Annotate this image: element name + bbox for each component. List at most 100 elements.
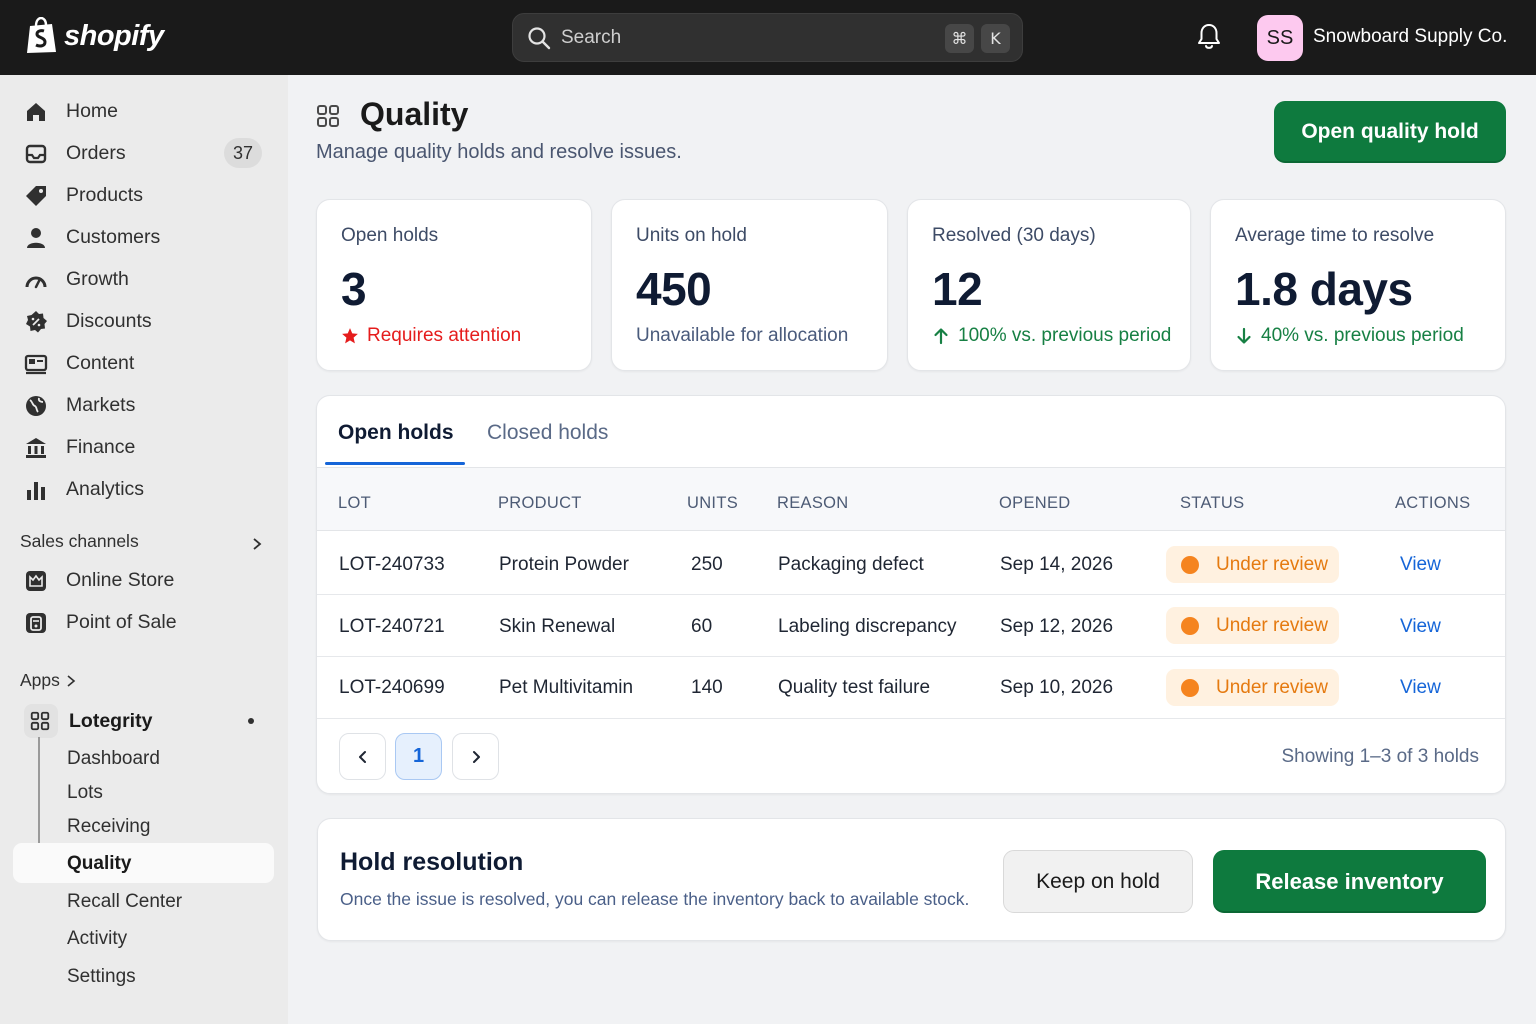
sidebar-item-orders[interactable]: Orders 37 <box>14 133 274 173</box>
release-inventory-button[interactable]: Release inventory <box>1213 850 1486 913</box>
chevron-right-icon[interactable] <box>251 537 263 551</box>
cell-units: 60 <box>691 616 713 637</box>
sidebar-app-lotegrity[interactable]: Lotegrity <box>14 701 274 741</box>
top-bar: shopify ⌘ K SS Snowboard Supply Co. <box>0 0 1536 75</box>
page-number-button[interactable]: 1 <box>395 733 442 780</box>
content-icon <box>24 354 48 375</box>
sidebar-item-label: Finance <box>66 435 136 458</box>
sidebar-item-label: Products <box>66 183 143 206</box>
sidebar-item-label: Online Store <box>66 568 175 591</box>
sales-channels-heading[interactable]: Sales channels <box>20 531 139 551</box>
column-header-actions[interactable]: ACTIONS <box>1395 494 1471 512</box>
view-link[interactable]: View <box>1400 554 1441 575</box>
sidebar-item-point-of-sale[interactable]: Point of Sale <box>14 602 274 642</box>
chevron-right-icon[interactable] <box>66 675 76 687</box>
row-divider <box>317 656 1505 657</box>
next-page-button[interactable] <box>452 733 499 780</box>
tab-closed-holds[interactable]: Closed holds <box>487 421 609 444</box>
shortcut-k-key: K <box>981 24 1010 53</box>
app-icon-tile <box>24 704 58 738</box>
arrow-up-icon <box>934 328 948 345</box>
sidebar-item-growth[interactable]: Growth <box>14 259 274 299</box>
sidebar-item-label: Content <box>66 351 135 374</box>
bank-icon <box>26 438 46 458</box>
open-quality-hold-button[interactable]: Open quality hold <box>1274 101 1506 163</box>
subitem-lots[interactable]: Lots <box>67 782 103 803</box>
view-link[interactable]: View <box>1400 677 1441 698</box>
sidebar-item-finance[interactable]: Finance <box>14 427 274 467</box>
cell-lot: LOT-240699 <box>339 677 445 698</box>
column-header-opened[interactable]: OPENED <box>999 494 1071 512</box>
cell-opened: Sep 14, 2026 <box>1000 554 1114 575</box>
apps-heading[interactable]: Apps <box>20 670 60 690</box>
search-bar[interactable]: ⌘ K <box>512 13 1023 62</box>
keep-on-hold-button[interactable]: Keep on hold <box>1003 850 1193 913</box>
store-avatar[interactable]: SS <box>1257 15 1303 61</box>
store-icon <box>26 571 46 591</box>
subitem-quality[interactable]: Quality <box>67 853 132 874</box>
stat-footnote-text: 40% vs. previous period <box>1261 325 1464 346</box>
cell-reason: Quality test failure <box>778 677 931 698</box>
sidebar-item-markets[interactable]: Markets <box>14 385 274 425</box>
cell-reason: Packaging defect <box>778 554 924 575</box>
store-name[interactable]: Snowboard Supply Co. <box>1313 26 1508 47</box>
subitem-settings[interactable]: Settings <box>67 966 136 987</box>
sidebar-item-analytics[interactable]: Analytics <box>14 469 274 509</box>
status-badge: Under review <box>1166 669 1339 706</box>
logo-text: shopify <box>64 19 164 52</box>
resolution-title: Hold resolution <box>340 848 524 876</box>
globe-icon <box>26 396 46 416</box>
table-header <box>317 467 1505 531</box>
subitem-activity[interactable]: Activity <box>67 928 128 949</box>
search-input[interactable] <box>561 24 921 52</box>
quality-page-icon <box>317 105 339 127</box>
cell-units: 250 <box>691 554 723 575</box>
pos-icon <box>26 613 46 633</box>
column-header-lot[interactable]: LOT <box>338 494 371 512</box>
tab-open-holds[interactable]: Open holds <box>338 421 454 444</box>
subitem-dashboard[interactable]: Dashboard <box>67 748 160 769</box>
cell-units: 140 <box>691 677 723 698</box>
sidebar-item-customers[interactable]: Customers <box>14 217 274 257</box>
stat-footnote: 100% vs. previous period <box>932 325 1171 347</box>
chevron-right-icon <box>472 750 480 763</box>
sidebar-item-online-store[interactable]: Online Store <box>14 560 274 600</box>
sidebar-item-label: Home <box>66 99 119 122</box>
sidebar-item-products[interactable]: Products <box>14 175 274 215</box>
column-header-status[interactable]: STATUS <box>1180 494 1245 512</box>
cell-lot: LOT-240733 <box>339 554 445 575</box>
stat-footnote: Requires attention <box>341 325 521 347</box>
previous-page-button[interactable] <box>339 733 386 780</box>
view-link[interactable]: View <box>1400 616 1441 637</box>
stat-footnote-text: Unavailable for allocation <box>636 325 849 346</box>
notification-bell-icon[interactable] <box>1195 22 1223 52</box>
column-header-units[interactable]: UNITS <box>687 494 738 512</box>
page-subtitle: Manage quality holds and resolve issues. <box>316 141 682 163</box>
subitem-receiving[interactable]: Receiving <box>67 816 151 837</box>
column-header-product[interactable]: PRODUCT <box>498 494 582 512</box>
sidebar-item-discounts[interactable]: Discounts <box>14 301 274 341</box>
status-text: Under review <box>1216 615 1328 636</box>
shopify-bag-icon <box>27 17 56 53</box>
status-dot <box>1181 617 1199 635</box>
sidebar-item-content[interactable]: Content <box>14 343 274 383</box>
stat-value: 450 <box>636 263 712 315</box>
stat-card-resolved: Resolved (30 days) 12 100% vs. previous … <box>907 199 1191 371</box>
status-dot <box>1181 679 1199 697</box>
sidebar-item-home[interactable]: Home <box>14 91 274 131</box>
stat-card-avg-time: Average time to resolve 1.8 days 40% vs.… <box>1210 199 1506 371</box>
subitem-recall-center[interactable]: Recall Center <box>67 891 183 912</box>
cell-product: Skin Renewal <box>499 616 616 637</box>
sidebar-item-label: Point of Sale <box>66 610 177 633</box>
stat-card-units-on-hold: Units on hold 450 Unavailable for alloca… <box>611 199 888 371</box>
discount-icon <box>26 311 47 333</box>
stat-card-open-holds: Open holds 3 Requires attention <box>316 199 592 371</box>
stat-footnote-text: 100% vs. previous period <box>958 325 1172 346</box>
cell-opened: Sep 12, 2026 <box>1000 616 1114 637</box>
page-title: Quality <box>360 96 469 132</box>
column-header-reason[interactable]: REASON <box>777 494 849 512</box>
shopify-logo[interactable]: shopify <box>24 17 164 55</box>
sidebar-item-label: Customers <box>66 225 161 248</box>
cell-reason: Labeling discrepancy <box>778 616 957 637</box>
stat-value: 1.8 days <box>1235 263 1413 315</box>
